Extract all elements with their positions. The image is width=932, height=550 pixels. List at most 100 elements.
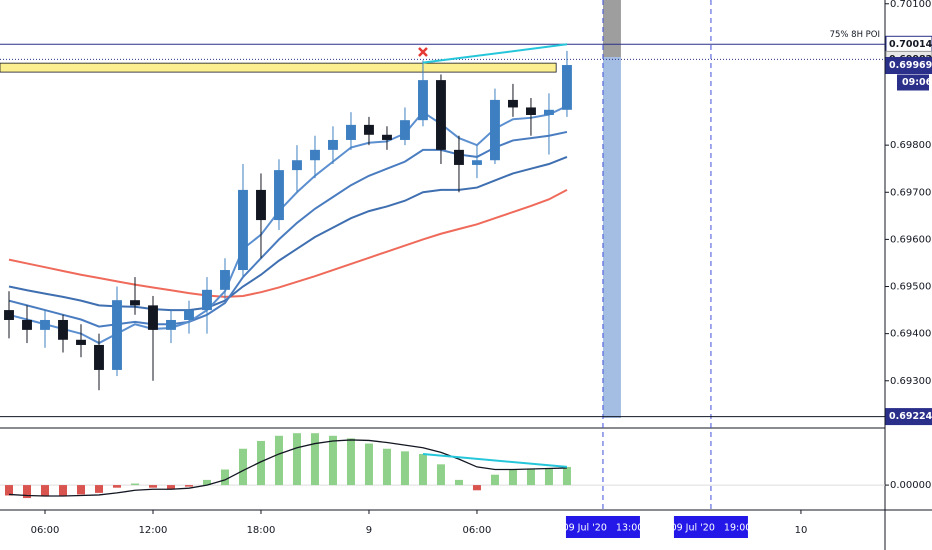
y-tick-label: 0.69700 <box>890 187 931 198</box>
candle-body <box>364 124 374 135</box>
histogram-bar <box>58 485 67 496</box>
cross-marker <box>418 47 428 57</box>
y-tick-label: 0.69800 <box>890 140 931 151</box>
histogram-bar <box>436 464 445 486</box>
histogram-bar <box>382 448 391 486</box>
price-label: 0.70014 <box>889 39 932 50</box>
candle-body <box>508 99 518 108</box>
y-tick-label: 0.69600 <box>890 234 931 245</box>
x-tick-label: 12:00 <box>139 525 168 536</box>
histogram-bar <box>40 485 49 497</box>
time-marker-label: 09 Jul '20 19:00 <box>671 523 752 534</box>
histogram-bar <box>166 485 175 490</box>
candle-body <box>202 289 212 311</box>
candle-body <box>400 120 410 140</box>
moving-average <box>8 155 568 312</box>
x-tick-label: 10 <box>795 525 808 536</box>
candle-body <box>22 319 32 330</box>
price-label-box <box>885 408 932 426</box>
histogram-bar <box>346 438 355 486</box>
price-label: 0.69224 <box>889 411 932 422</box>
x-tick-label: 06:00 <box>31 525 60 536</box>
histogram-bar <box>4 485 13 496</box>
candle-body <box>292 160 302 171</box>
x-tick-label: 18:00 <box>247 525 276 536</box>
poi-zone <box>0 62 557 73</box>
price-label-box <box>885 57 932 75</box>
histogram-bar <box>490 474 499 486</box>
histogram-bar <box>400 451 409 486</box>
trendline <box>422 43 568 64</box>
candle-body <box>562 65 572 110</box>
histogram-bar <box>220 469 229 486</box>
candle-body <box>166 319 176 330</box>
candle-body <box>238 189 248 271</box>
candle-body <box>4 310 14 320</box>
candle-body <box>526 107 536 115</box>
histogram-bar <box>130 483 139 486</box>
x-tick-label: 9 <box>366 525 372 536</box>
candle-body <box>112 300 122 370</box>
time-marker-box <box>673 516 748 538</box>
candle-body <box>490 99 500 161</box>
y-tick-label: 0.69300 <box>890 376 931 387</box>
histogram-bar <box>148 485 157 488</box>
candle-body <box>382 134 392 140</box>
histogram-bar <box>184 485 193 487</box>
indicator-trendline <box>422 452 568 468</box>
countdown: 09:06 <box>902 77 932 88</box>
candle-body <box>472 160 482 165</box>
candle-body <box>220 270 230 290</box>
countdown-box <box>897 74 929 91</box>
poi-label: 75% 8H POI <box>830 30 880 40</box>
histogram-bar <box>202 479 211 486</box>
histogram-bar <box>94 485 103 493</box>
histogram-bar <box>22 485 31 499</box>
session-band <box>602 57 621 418</box>
candle-body <box>454 149 464 165</box>
candle-body <box>274 170 284 221</box>
candle-body <box>184 310 194 320</box>
signal-line <box>8 439 567 497</box>
histogram-bar <box>238 448 247 486</box>
histogram-bar <box>328 435 337 486</box>
candle-body <box>310 149 320 161</box>
y-tick-label: 0.69400 <box>890 329 931 340</box>
session-band <box>602 0 621 58</box>
x-tick-label: 06:00 <box>463 525 492 536</box>
candle-body <box>418 80 428 121</box>
y-tick-label: 0.70100 <box>890 0 931 10</box>
candle-body <box>94 344 104 370</box>
candle-body <box>76 339 86 345</box>
histogram-bar <box>472 485 481 491</box>
histogram-bar <box>274 435 283 486</box>
moving-average <box>8 105 568 345</box>
histogram-bar <box>364 443 373 486</box>
price-label: 0.69969 <box>889 60 932 71</box>
time-marker-box <box>565 516 640 538</box>
candle-body <box>40 319 50 330</box>
candle-body <box>148 305 158 330</box>
moving-average <box>8 130 568 328</box>
moving-average <box>8 189 568 298</box>
candle-body <box>58 319 68 340</box>
histogram-bar <box>454 479 463 486</box>
candle-body <box>436 80 446 150</box>
histogram-bar <box>418 453 427 486</box>
histogram-bar <box>544 467 553 486</box>
candle-body <box>256 189 266 221</box>
histogram-bar <box>562 466 571 486</box>
histogram-bar <box>112 485 121 488</box>
histogram-bar <box>292 433 301 486</box>
candle-body <box>544 109 554 115</box>
candle-body <box>346 124 356 140</box>
time-marker-label: 09 Jul '20 13:00 <box>563 523 644 534</box>
histogram-bar <box>76 485 85 495</box>
candle-body <box>328 139 338 150</box>
y-tick-label: 0.00000 <box>890 480 931 491</box>
histogram-bar <box>526 468 535 486</box>
y-tick-label: 0.69500 <box>890 282 931 293</box>
histogram-bar <box>508 469 517 486</box>
